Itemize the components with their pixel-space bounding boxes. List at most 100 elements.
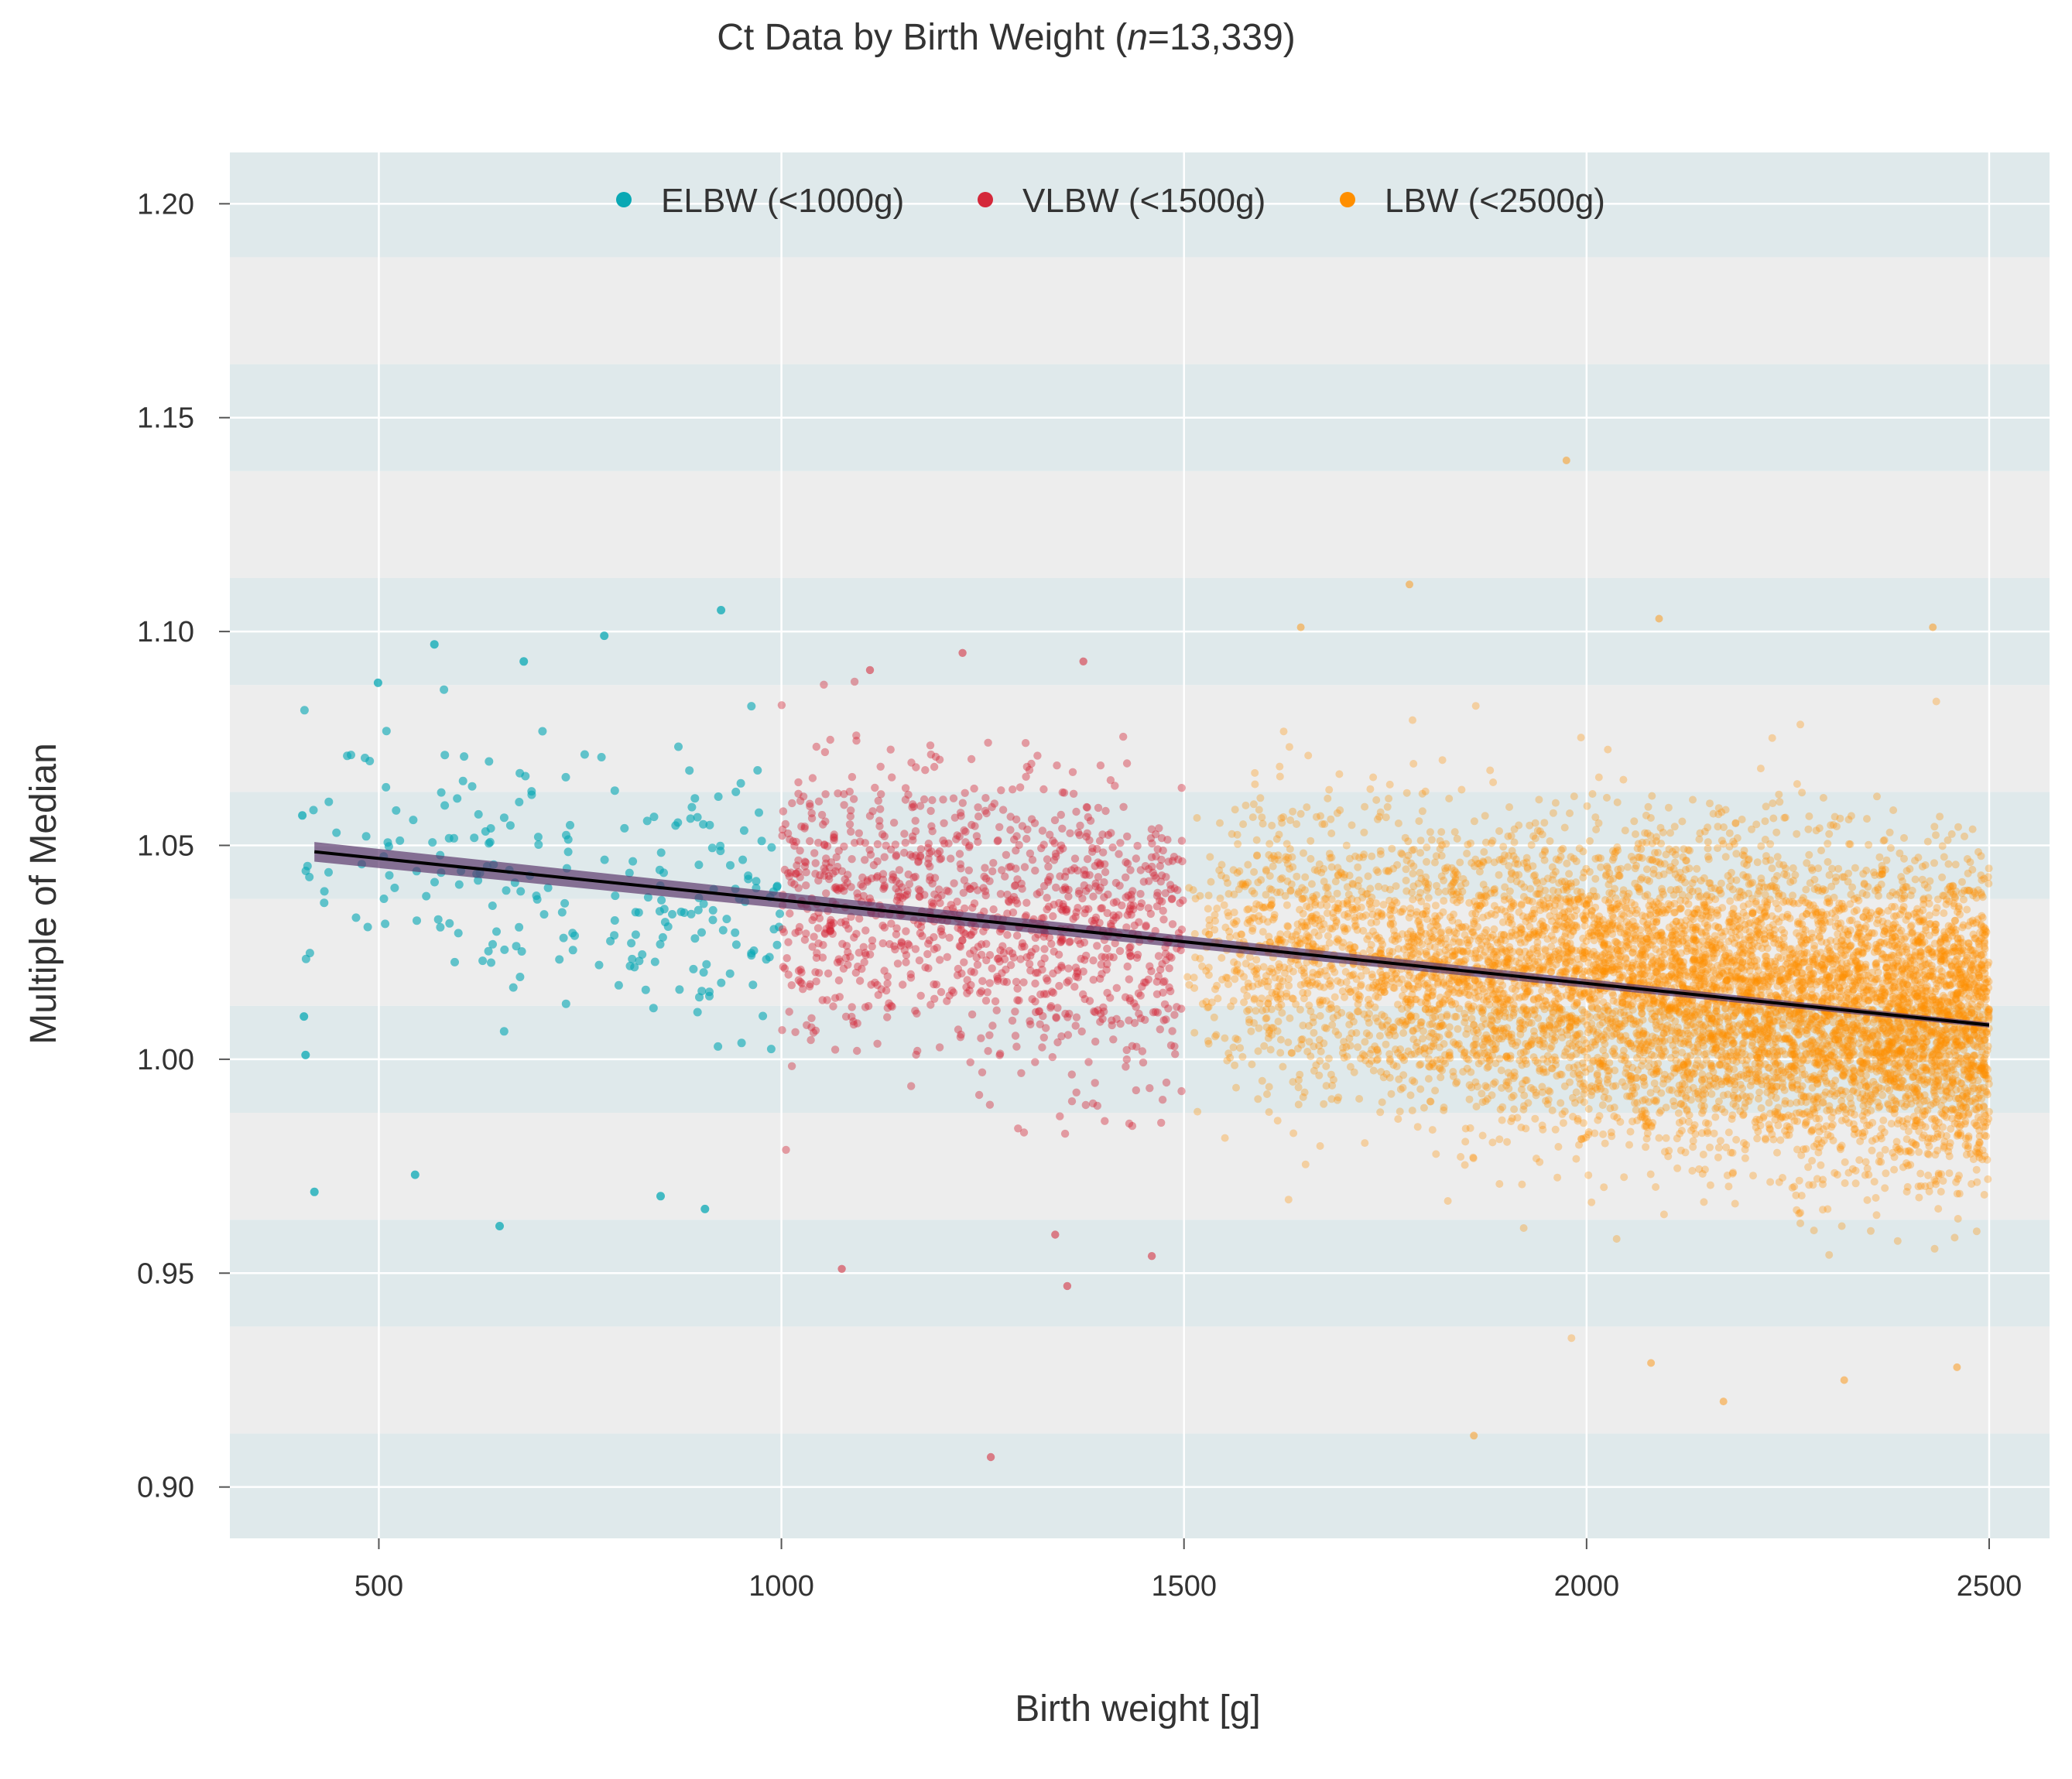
data-point [810, 849, 819, 857]
data-point [901, 838, 910, 847]
data-point [797, 979, 807, 988]
data-point [875, 816, 884, 825]
data-point [638, 950, 647, 959]
data-point [1021, 739, 1030, 748]
data-point [880, 832, 889, 840]
data-point [1137, 899, 1146, 908]
data-point [628, 857, 638, 866]
data-point [964, 843, 974, 852]
data-point [1276, 1035, 1285, 1044]
data-point [1072, 807, 1081, 816]
data-point [1551, 1125, 1560, 1134]
data-point [1196, 891, 1204, 900]
data-point [1125, 994, 1134, 1003]
data-point [1006, 961, 1015, 970]
data-point [915, 956, 924, 965]
data-point [1101, 1117, 1109, 1125]
data-point [1432, 852, 1440, 860]
data-point [320, 898, 329, 908]
data-point [747, 949, 756, 958]
data-point [1776, 798, 1784, 806]
data-point [440, 685, 449, 694]
data-point [1082, 951, 1091, 960]
data-point [515, 922, 524, 932]
data-point [940, 819, 948, 828]
data-point [1107, 829, 1115, 837]
data-point [1152, 891, 1162, 900]
data-point [1020, 863, 1029, 871]
data-point [1342, 841, 1351, 850]
data-point [687, 909, 696, 919]
data-point [1136, 991, 1145, 1000]
data-point [989, 905, 998, 914]
data-point [1015, 996, 1023, 1005]
data-point [844, 960, 852, 970]
data-point [814, 969, 824, 977]
data-point [1465, 1095, 1474, 1103]
data-point [694, 860, 704, 870]
data-point [892, 852, 900, 860]
data-point [445, 919, 454, 928]
data-point [972, 832, 981, 840]
data-point [846, 953, 854, 961]
data-point [1006, 813, 1015, 821]
data-point [1071, 963, 1081, 972]
data-point [1162, 873, 1170, 881]
data-point [909, 873, 918, 882]
data-point [1144, 864, 1153, 874]
data-point [1450, 910, 1457, 919]
data-point [848, 772, 857, 782]
data-point [560, 898, 570, 908]
data-point [772, 940, 782, 949]
data-point [1848, 883, 1857, 891]
data-point [1011, 1031, 1020, 1040]
data-point [1924, 1172, 1933, 1179]
data-point [858, 882, 868, 891]
data-point [1461, 1161, 1469, 1169]
data-point [305, 872, 314, 881]
data-point [886, 845, 896, 854]
data-point [965, 841, 974, 850]
data-point [1841, 1179, 1849, 1187]
data-point [515, 973, 525, 981]
data-point [943, 997, 951, 1005]
data-point [1355, 1095, 1364, 1103]
data-point [793, 861, 801, 870]
data-point [1955, 1189, 1964, 1198]
data-point [1122, 1062, 1130, 1071]
data-point [815, 914, 824, 922]
data-point [974, 943, 983, 951]
data-point [1819, 794, 1827, 802]
data-point [878, 875, 888, 884]
data-point [939, 795, 947, 804]
data-point [827, 858, 836, 867]
data-point [991, 997, 1000, 1006]
data-point [1954, 1215, 1962, 1223]
data-point [781, 819, 789, 829]
data-point [841, 1012, 851, 1021]
data-point [810, 932, 818, 941]
data-point [566, 820, 574, 830]
outlier-point [700, 1204, 710, 1213]
data-point [930, 762, 939, 771]
outlier-point [495, 1222, 504, 1230]
data-point [1060, 883, 1070, 891]
data-point [1031, 969, 1040, 977]
data-point [944, 887, 953, 896]
data-point [913, 920, 923, 929]
data-point [702, 960, 711, 969]
data-point [969, 927, 978, 936]
data-point [904, 790, 913, 799]
data-point [826, 735, 834, 744]
data-point [1972, 1106, 1981, 1114]
data-point [799, 985, 807, 994]
data-point [1122, 759, 1132, 768]
data-point [1082, 887, 1091, 895]
data-point [1673, 1164, 1682, 1172]
data-point [533, 895, 542, 904]
data-point [1060, 789, 1069, 797]
data-point [1144, 904, 1153, 912]
data-point [982, 809, 991, 818]
data-point [873, 980, 882, 990]
data-point [1563, 859, 1571, 867]
